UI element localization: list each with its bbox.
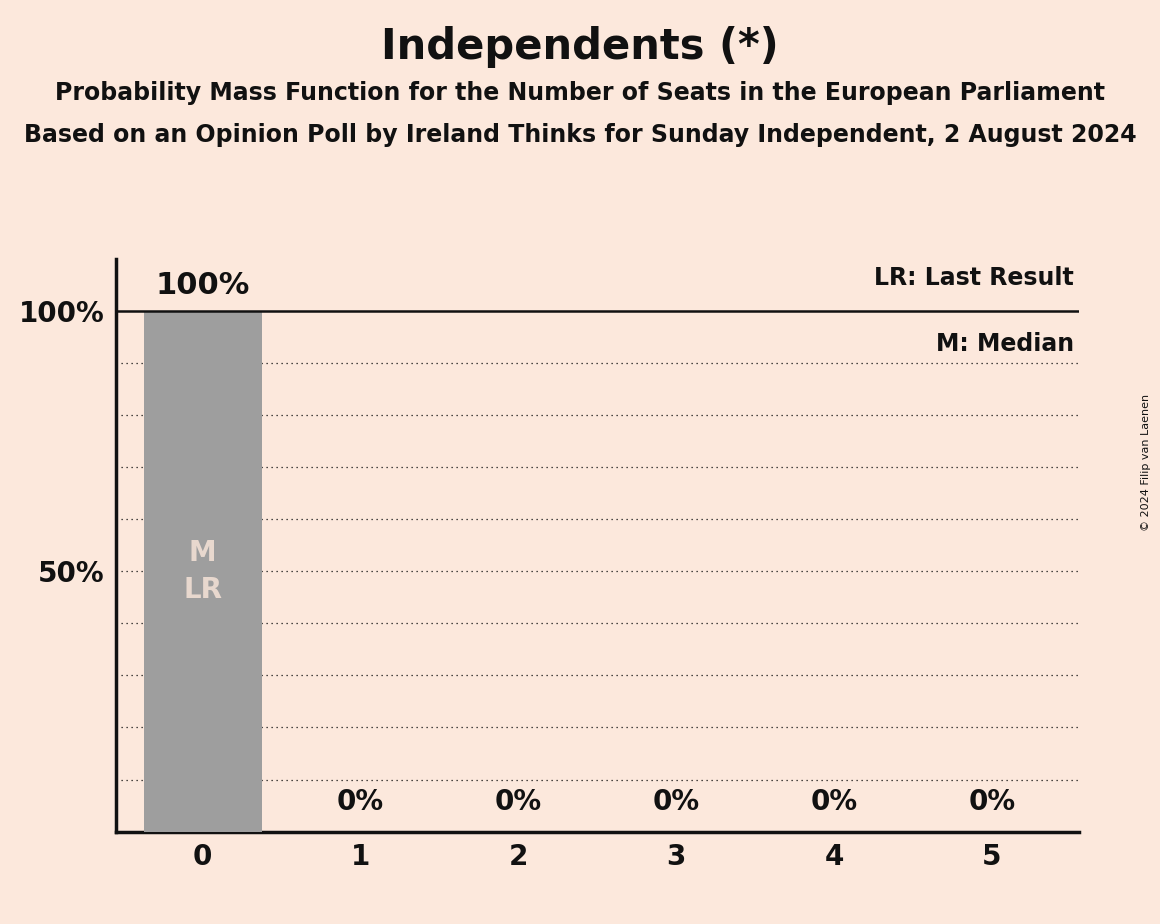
Text: 0%: 0% [969, 788, 1015, 816]
Text: 0%: 0% [811, 788, 857, 816]
Text: 0%: 0% [495, 788, 542, 816]
Text: © 2024 Filip van Laenen: © 2024 Filip van Laenen [1140, 394, 1151, 530]
Bar [144, 310, 262, 832]
Text: 100%: 100% [155, 272, 251, 300]
Text: M
LR: M LR [183, 539, 223, 603]
Text: Independents (*): Independents (*) [382, 26, 778, 67]
Text: M: Median: M: Median [936, 332, 1074, 356]
Text: LR: Last Result: LR: Last Result [875, 266, 1074, 290]
Text: Probability Mass Function for the Number of Seats in the European Parliament: Probability Mass Function for the Number… [55, 81, 1105, 105]
Text: Based on an Opinion Poll by Ireland Thinks for Sunday Independent, 2 August 2024: Based on an Opinion Poll by Ireland Thin… [23, 123, 1137, 147]
Text: 0%: 0% [338, 788, 384, 816]
Text: 0%: 0% [653, 788, 699, 816]
